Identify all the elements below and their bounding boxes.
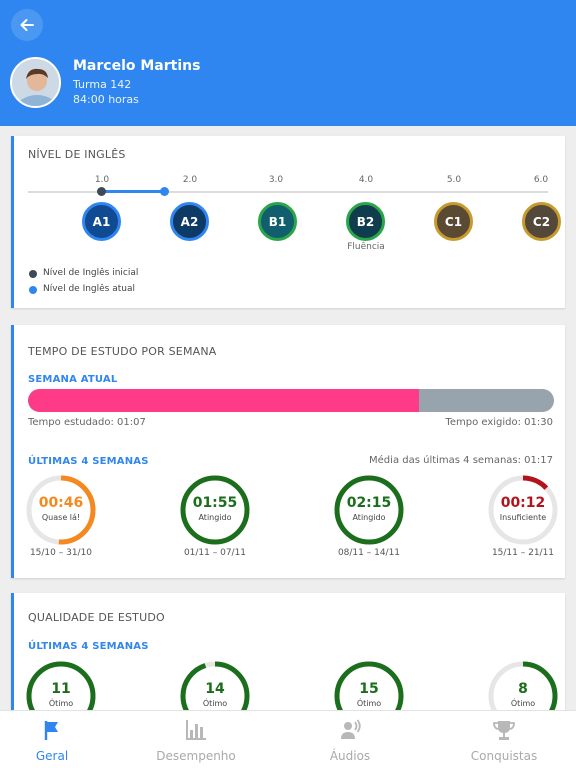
level-c2[interactable]: C2 bbox=[522, 202, 561, 241]
ring-status: Insuficiente bbox=[499, 513, 547, 522]
current-week-label: SEMANA ATUAL bbox=[28, 374, 118, 385]
study-time-title: TEMPO DE ESTUDO POR SEMANA bbox=[28, 345, 217, 358]
week-date-range: 01/11 – 07/11 bbox=[183, 548, 247, 558]
current-week-bar bbox=[28, 389, 554, 412]
studied-time: Tempo estudado: 01:07 bbox=[28, 417, 146, 428]
nav-geral[interactable]: Geral bbox=[0, 711, 124, 768]
week-date-range: 15/10 – 31/10 bbox=[29, 548, 93, 558]
week-ring[interactable]: 02:15 Atingido bbox=[332, 473, 406, 547]
level-tick: 3.0 bbox=[268, 175, 284, 185]
user-name: Marcelo Martins bbox=[73, 58, 201, 74]
nav-conquistas[interactable]: Conquistas bbox=[432, 711, 576, 768]
quality-last-weeks-label: ÚLTIMAS 4 SEMANAS bbox=[28, 641, 149, 652]
ring-value: 14 bbox=[205, 681, 225, 697]
level-tick: 1.0 bbox=[94, 175, 110, 185]
level-tick: 6.0 bbox=[533, 175, 549, 185]
study-time-card: TEMPO DE ESTUDO POR SEMANA SEMANA ATUAL … bbox=[11, 325, 565, 578]
level-track bbox=[28, 191, 548, 193]
ring-value: 8 bbox=[518, 681, 528, 697]
week-date-range: 15/11 – 21/11 bbox=[491, 548, 555, 558]
average-time: Média das últimas 4 semanas: 01:17 bbox=[369, 455, 553, 466]
nav-label-audios: Áudios bbox=[329, 749, 371, 763]
ring-progress-arc bbox=[488, 475, 558, 545]
level-tick: 5.0 bbox=[446, 175, 462, 185]
level-a2[interactable]: A2 bbox=[170, 202, 209, 241]
bar-chart-icon bbox=[186, 720, 206, 740]
ring-value: 15 bbox=[359, 681, 379, 697]
ring-progress-arc bbox=[180, 475, 250, 545]
nav-desempenho[interactable]: Desempenho bbox=[124, 711, 268, 768]
trophy-icon bbox=[493, 721, 515, 740]
user-class: Turma 142 bbox=[73, 78, 132, 91]
nav-label-desempenho: Desempenho bbox=[156, 749, 236, 763]
week-date-range: 08/11 – 14/11 bbox=[337, 548, 401, 558]
ring-status: Ótimo bbox=[356, 699, 382, 708]
ring-value: 00:12 bbox=[500, 495, 546, 511]
current-level-marker bbox=[160, 187, 169, 196]
ring-status: Atingido bbox=[352, 513, 386, 522]
current-week-bar-fill bbox=[28, 389, 420, 412]
level-tick: 2.0 bbox=[182, 175, 198, 185]
level-tick: 4.0 bbox=[358, 175, 374, 185]
ring-status: Ótimo bbox=[48, 699, 74, 708]
ring-status: Ótimo bbox=[510, 699, 536, 708]
fluency-label: Fluência bbox=[347, 242, 385, 252]
nav-label-geral: Geral bbox=[35, 749, 69, 763]
profile-header: Marcelo Martins Turma 142 84:00 horas bbox=[0, 0, 576, 126]
flag-icon bbox=[44, 721, 58, 740]
user-hours: 84:00 horas bbox=[73, 93, 139, 106]
legend-initial-dot bbox=[29, 270, 37, 278]
back-button[interactable] bbox=[11, 9, 43, 41]
ring-status: Quase lá! bbox=[41, 513, 81, 522]
avatar bbox=[10, 57, 61, 108]
english-level-title: NÍVEL DE INGLÊS bbox=[28, 148, 126, 161]
level-b1[interactable]: B1 bbox=[258, 202, 297, 241]
ring-progress-arc bbox=[26, 475, 96, 545]
ring-value: 01:55 bbox=[192, 495, 238, 511]
week-ring[interactable]: 00:46 Quase lá! bbox=[24, 473, 98, 547]
level-c1[interactable]: C1 bbox=[434, 202, 473, 241]
bottom-navigation: Geral Desempenho Áudios Conquistas bbox=[0, 710, 576, 768]
level-progress bbox=[101, 190, 165, 193]
nav-label-conquistas: Conquistas bbox=[470, 749, 538, 763]
legend-current-dot bbox=[29, 286, 37, 294]
study-quality-card: QUALIDADE DE ESTUDO ÚLTIMAS 4 SEMANAS 11… bbox=[11, 593, 565, 731]
ring-value: 11 bbox=[51, 681, 71, 697]
ring-status: Atingido bbox=[198, 513, 232, 522]
week-ring[interactable]: 00:12 Insuficiente bbox=[486, 473, 560, 547]
ring-value: 00:46 bbox=[38, 495, 84, 511]
ring-value: 02:15 bbox=[346, 495, 392, 511]
english-level-card: NÍVEL DE INGLÊS 1.0 2.0 3.0 4.0 5.0 6.0 … bbox=[11, 136, 565, 308]
level-a1[interactable]: A1 bbox=[82, 202, 121, 241]
level-b2[interactable]: B2 bbox=[346, 202, 385, 241]
initial-level-marker bbox=[97, 187, 106, 196]
study-quality-title: QUALIDADE DE ESTUDO bbox=[28, 611, 165, 624]
required-time: Tempo exigido: 01:30 bbox=[445, 417, 553, 428]
legend-initial: Nível de Inglês inicial bbox=[43, 268, 139, 278]
arrow-left-icon bbox=[20, 19, 34, 31]
speaker-icon bbox=[341, 719, 361, 739]
legend-current: Nível de Inglês atual bbox=[43, 284, 135, 294]
nav-audios[interactable]: Áudios bbox=[278, 711, 422, 768]
ring-status: Ótimo bbox=[202, 699, 228, 708]
week-ring[interactable]: 01:55 Atingido bbox=[178, 473, 252, 547]
last-weeks-label: ÚLTIMAS 4 SEMANAS bbox=[28, 456, 149, 467]
ring-progress-arc bbox=[334, 475, 404, 545]
